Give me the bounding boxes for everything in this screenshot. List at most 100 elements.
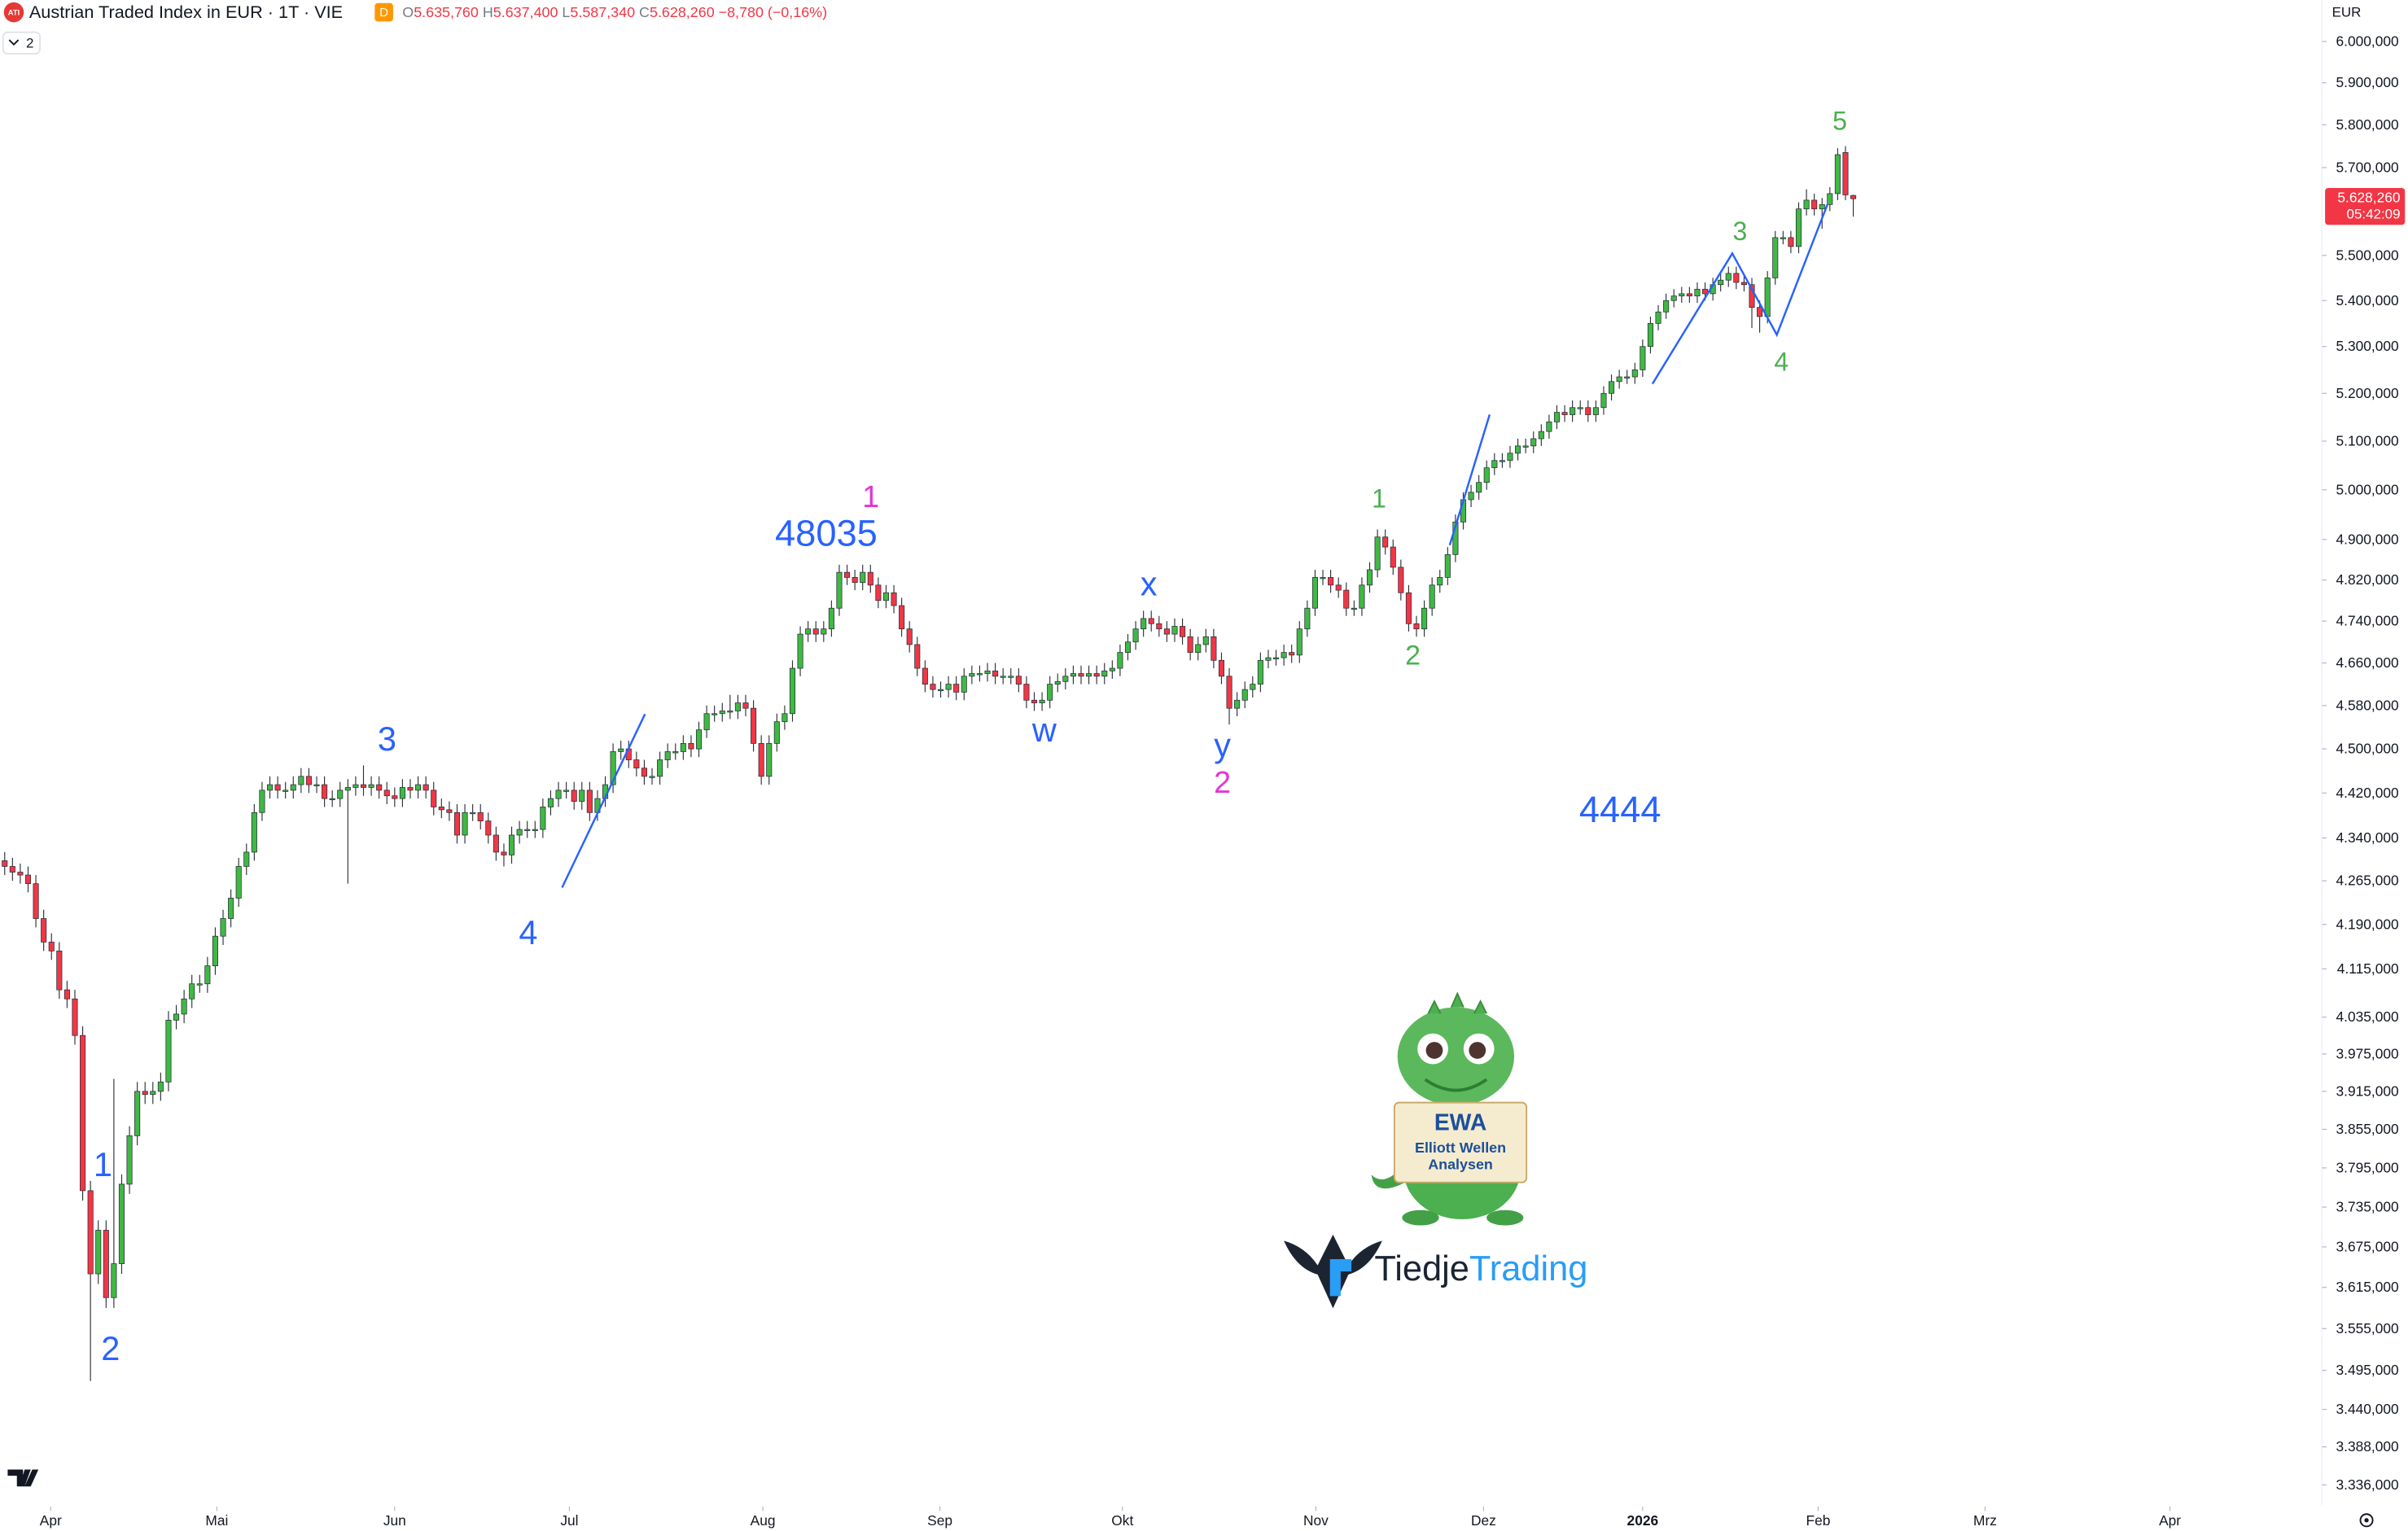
y-tick-label: 3.855,000 [2336, 1121, 2399, 1137]
y-tick-label: 3.915,000 [2336, 1083, 2399, 1099]
y-tick-label: 5.100,000 [2336, 432, 2399, 448]
wave-label: 1 [1372, 484, 1386, 514]
candle-body [1421, 607, 1428, 630]
wave-label: 4 [519, 913, 537, 951]
y-tick-label: 3.735,000 [2336, 1199, 2399, 1215]
x-tick-label: Jul [560, 1512, 578, 1529]
candle-body [24, 874, 32, 885]
candle-body [1382, 536, 1389, 548]
candle-body [274, 784, 281, 791]
candle-body [204, 965, 211, 985]
x-tick-label: Dez [1471, 1512, 1496, 1529]
x-tick-label: Jun [383, 1512, 406, 1529]
candle-body [2, 860, 8, 867]
tradingview-logo[interactable] [7, 1469, 39, 1487]
trend-line [1448, 414, 1491, 546]
candle-body [797, 633, 803, 669]
wave-label: w [1031, 711, 1057, 749]
candle-body [1624, 376, 1631, 378]
candle-body [555, 790, 562, 799]
ohlc-key: L [562, 4, 570, 20]
x-tick-label: Apr [2159, 1512, 2181, 1529]
candle-body [1491, 460, 1498, 469]
candle-body [992, 670, 999, 677]
candle-body [711, 713, 718, 715]
candle-body [392, 795, 398, 799]
candle-body [1842, 152, 1849, 195]
y-tick-label: 3.440,000 [2336, 1401, 2399, 1417]
candle-body [821, 628, 827, 635]
candle-body [1351, 607, 1357, 610]
candle-body [165, 1019, 172, 1083]
candle-body [235, 866, 242, 899]
candle-body [1101, 670, 1108, 677]
x-tick-label: Nov [1303, 1512, 1329, 1529]
candle-body [1328, 577, 1334, 586]
candle-body [453, 811, 461, 836]
candle-body [953, 684, 960, 693]
candle-body [937, 689, 944, 692]
candle-body [1749, 284, 1755, 308]
indicator-count: 2 [26, 35, 33, 50]
candle-body [1733, 273, 1740, 283]
candle-body [1764, 278, 1771, 317]
y-tick-label: 5.500,000 [2336, 247, 2399, 263]
x-tick-label: 2026 [1627, 1512, 1659, 1529]
chart-title[interactable]: Austrian Traded Index in EUR · 1T · VIE [29, 2, 343, 22]
candle-body [1211, 636, 1217, 661]
candle-body [1585, 407, 1591, 415]
candle-body [532, 829, 538, 831]
brand-name: TiedjeTrading [1374, 1250, 1587, 1289]
candle-body [1163, 628, 1170, 635]
y-tick-label: 5.300,000 [2336, 338, 2399, 354]
mascot-sign [1393, 1101, 1528, 1183]
candle-body [899, 605, 905, 630]
candle-body [1343, 589, 1350, 609]
candle-body [1093, 673, 1100, 677]
symbol-badge: ATI [8, 8, 20, 17]
x-tick-label: Sep [927, 1512, 952, 1529]
candle-body [282, 790, 289, 792]
settings-icon[interactable] [2359, 1513, 2374, 1528]
bull-icon-accent [1329, 1259, 1352, 1297]
candle-body [1320, 577, 1326, 580]
candle-body [1171, 626, 1178, 635]
candle-body [1546, 421, 1552, 432]
candle-body [1609, 381, 1615, 394]
candle-body [1180, 626, 1186, 637]
candle-body [1156, 623, 1162, 630]
x-tick-label: Mrz [1973, 1512, 1997, 1529]
candle-body [1452, 521, 1459, 555]
candle-body [383, 790, 390, 797]
candle-body [368, 784, 374, 788]
candle-body [734, 702, 741, 711]
candle-body [891, 592, 897, 606]
candle-body [1202, 636, 1209, 645]
mascot-pupil [1469, 1042, 1486, 1059]
candle-body [376, 784, 383, 791]
last-price-label: 5.628,260 [2337, 190, 2400, 206]
candle-body [1718, 279, 1724, 286]
candle-body [212, 935, 218, 967]
indicator-toggle[interactable] [2, 31, 41, 55]
candle-body [1335, 584, 1342, 591]
candle-body [875, 584, 882, 601]
wave-label: 2 [101, 1329, 120, 1367]
candle-body [462, 811, 468, 836]
candle-body [134, 1091, 141, 1136]
candle-body [1530, 438, 1537, 447]
candle-body [789, 667, 796, 715]
candle-body [1631, 369, 1638, 378]
wave-label: 1 [862, 479, 879, 514]
mascot-pupil [1425, 1042, 1443, 1059]
candle-body [48, 942, 55, 951]
wave-label: 2 [1405, 640, 1421, 671]
sign-line: Analysen [1428, 1157, 1493, 1173]
candle-body [1686, 293, 1692, 297]
candle-body [1694, 288, 1701, 297]
brand-dark: Tiedje [1374, 1250, 1469, 1289]
candle-body [1117, 652, 1123, 669]
ohlc-value: 5.628,260 [650, 4, 715, 20]
candle-body [485, 820, 492, 836]
